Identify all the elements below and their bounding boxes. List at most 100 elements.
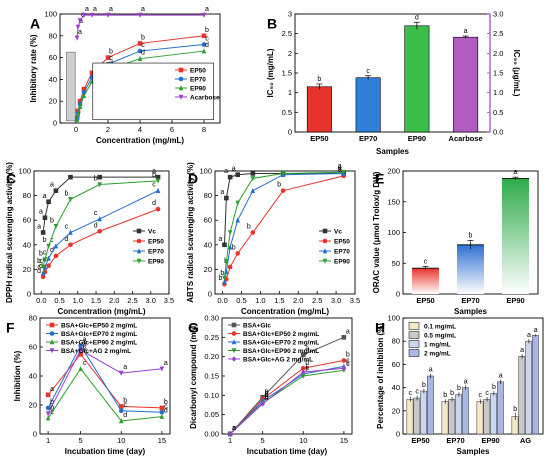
data-point	[201, 33, 207, 39]
x-tick-label: 1	[46, 436, 50, 445]
bar	[427, 375, 434, 435]
series-line	[42, 180, 159, 268]
right-tick-label: 1.5	[493, 69, 503, 78]
data-point	[300, 369, 306, 375]
x-axis-label: Incubation time (day)	[65, 447, 146, 456]
significance-label: b	[513, 406, 517, 413]
legend-label: EP50	[148, 239, 164, 246]
significance-label: c	[366, 68, 370, 75]
bar	[455, 394, 462, 435]
data-point	[227, 264, 233, 270]
significance-label: b	[37, 258, 41, 265]
legend-label: EP90	[190, 86, 206, 93]
data-point	[81, 92, 87, 99]
panel-G: G0.000.050.100.150.200.250.301 5 10 15Incub…	[188, 314, 353, 456]
data-point	[105, 12, 111, 18]
significance-label: b	[305, 359, 309, 366]
y-tick-label: 2	[288, 49, 292, 58]
data-point	[250, 187, 256, 193]
series-line	[229, 365, 344, 435]
data-point	[74, 35, 80, 41]
significance-label: a	[232, 425, 236, 432]
significance-label: b	[50, 217, 54, 224]
legend-label: EP90	[334, 259, 350, 266]
legend-label: EP50	[190, 68, 206, 75]
data-point	[46, 255, 51, 261]
significance-label: a	[141, 6, 145, 13]
right-tick-label: 0.5	[493, 108, 503, 117]
significance-label: a	[338, 164, 342, 171]
y-tick-label: 2.5	[282, 29, 292, 38]
data-point	[137, 55, 143, 61]
y-tick-label: 1.5	[282, 69, 292, 78]
data-point	[78, 347, 83, 353]
x-category-label: EP70	[461, 296, 479, 305]
legend-label: BSA+Glc+AG 2 mg/mL	[61, 348, 131, 355]
x-tick-label: 8	[202, 125, 206, 134]
legend-marker	[322, 248, 328, 254]
bar	[497, 381, 504, 435]
y-tick-label: 0	[208, 290, 212, 299]
data-point	[77, 103, 83, 109]
data-point	[280, 171, 286, 177]
significance-label: a	[520, 347, 524, 354]
significance-label: b	[277, 182, 281, 189]
y-axis-label: DPPH radical scavenging activity (%)	[5, 162, 14, 303]
panel-letter: H	[375, 319, 385, 335]
y-tick-label: 0	[33, 430, 37, 439]
significance-label: a	[265, 388, 269, 395]
legend-label: Acarbose	[190, 95, 220, 102]
significance-label: d	[152, 200, 156, 207]
significance-label: a	[464, 378, 468, 385]
significance-label: c	[164, 403, 168, 410]
data-point	[68, 196, 73, 203]
data-point	[68, 242, 73, 248]
y-tick-label: 40	[392, 383, 400, 392]
y-tick-label: 60	[29, 343, 37, 352]
data-point	[97, 216, 102, 222]
legend-label: BSA+Glc+EP90 2 mg/mL	[243, 348, 319, 355]
significance-label: b	[123, 397, 127, 404]
data-point	[260, 401, 265, 407]
significance-label: a	[338, 164, 342, 171]
significance-label: a	[232, 425, 236, 432]
legend-label: BSA+Glc+EP90 2 mg/mL	[61, 340, 137, 347]
data-point	[75, 24, 81, 30]
x-tick-label: 10	[117, 436, 125, 445]
data-point	[250, 171, 256, 176]
significance-label: a	[232, 425, 236, 432]
significance-label: c	[346, 359, 350, 366]
data-point	[300, 365, 306, 371]
data-point	[53, 188, 59, 193]
significance-label: a	[39, 209, 43, 216]
x-axis-label: Samples	[457, 447, 490, 456]
bar	[406, 398, 414, 435]
series-line	[42, 176, 159, 233]
significance-label: a	[164, 360, 168, 367]
data-point	[227, 244, 233, 250]
data-point	[155, 174, 161, 180]
significance-label: c	[39, 258, 43, 265]
legend-marker	[231, 331, 237, 336]
significance-label: b	[265, 392, 269, 399]
x-axis-label: Samples	[454, 307, 487, 316]
legend-label: BSA+Glc+EP50 2 mg/mL	[61, 323, 137, 330]
significance-label: b	[141, 34, 145, 41]
y-tick-label: 200	[387, 167, 400, 176]
data-point	[42, 257, 48, 263]
significance-label: c	[141, 42, 145, 49]
significance-label: d	[205, 42, 209, 49]
data-point	[137, 12, 143, 18]
right-tick-label: 1.0	[493, 88, 503, 97]
significance-label: b	[205, 27, 209, 34]
data-point	[155, 206, 161, 212]
y-tick-label: 0.00	[204, 430, 219, 439]
significance-label: c	[50, 409, 54, 416]
x-category-label: EP70	[446, 436, 464, 445]
significance-label: a	[232, 166, 236, 173]
significance-label: c	[346, 357, 350, 364]
right-tick-label: 2.5	[493, 29, 503, 38]
significance-label: c	[424, 258, 428, 265]
bar	[448, 398, 456, 435]
y-tick-label: 20	[49, 97, 57, 106]
